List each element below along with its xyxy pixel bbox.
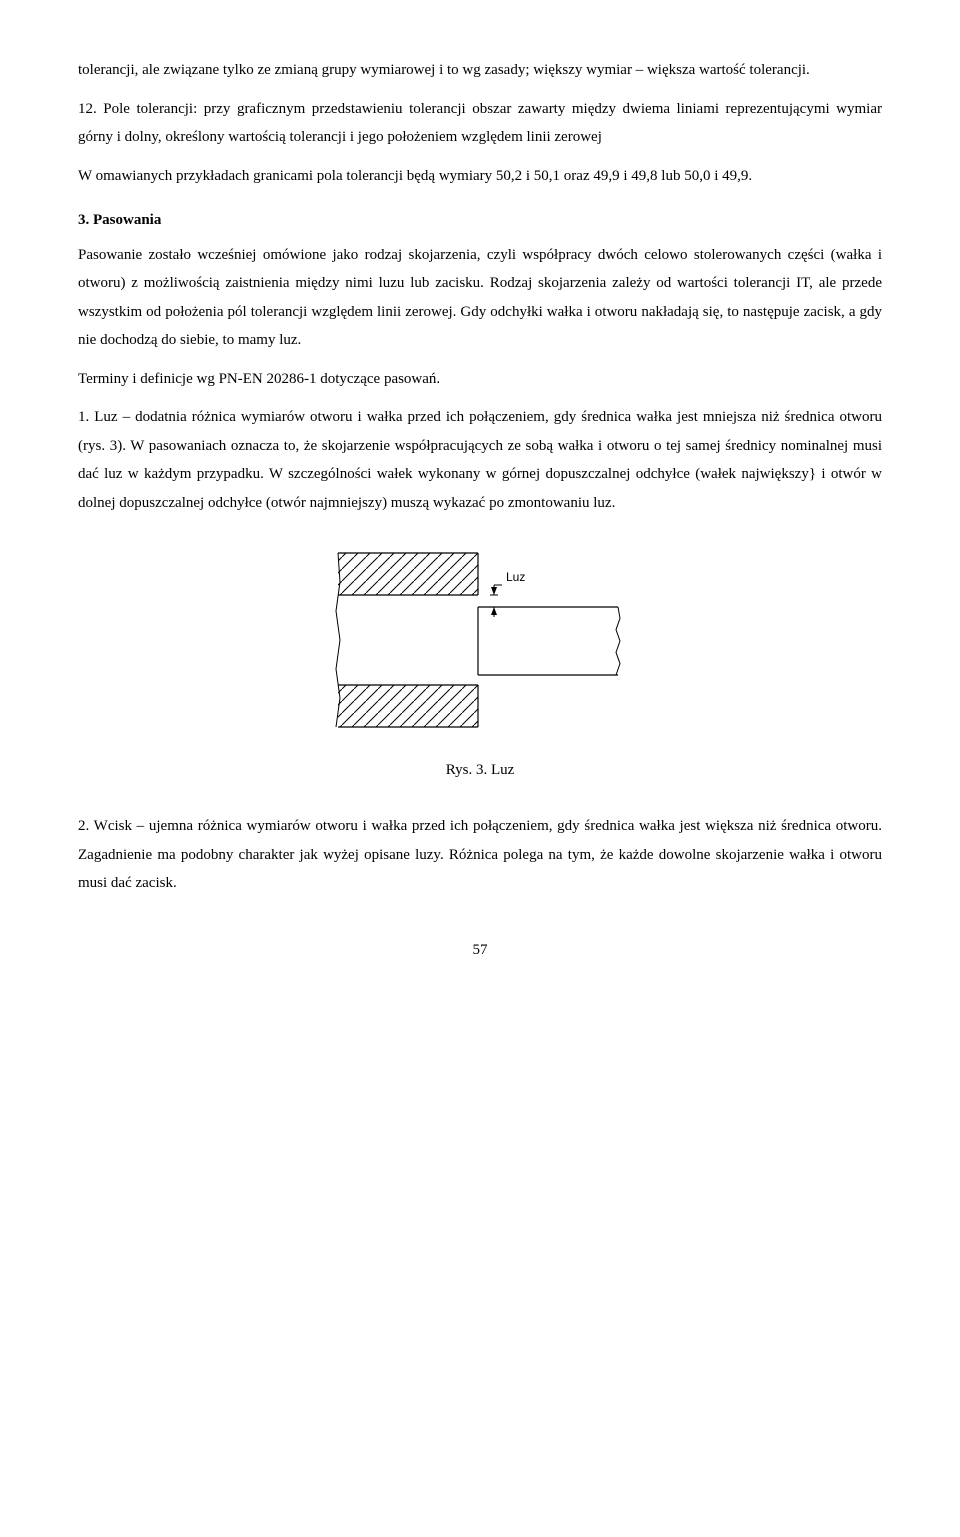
luz-diagram-svg: Luz xyxy=(330,545,630,735)
svg-text:Luz: Luz xyxy=(506,570,525,584)
paragraph-wcisk-definition: 2. Wcisk – ujemna różnica wymiarów otwor… xyxy=(78,812,882,898)
heading-pasowania: 3. Pasowania xyxy=(78,206,882,235)
page-number: 57 xyxy=(78,936,882,965)
figure-caption: Rys. 3. Luz xyxy=(78,756,882,785)
paragraph-luz-definition: 1. Luz – dodatnia różnica wymiarów otwor… xyxy=(78,403,882,517)
paragraph-examples: W omawianych przykładach granicami pola … xyxy=(78,162,882,191)
paragraph-tolerance-continuation: tolerancji, ale związane tylko ze zmianą… xyxy=(78,56,882,85)
figure-luz-diagram: Luz Rys. 3. Luz xyxy=(78,545,882,784)
paragraph-pasowanie-intro: Pasowanie zostało wcześniej omówione jak… xyxy=(78,241,882,355)
paragraph-pole-tolerancji: 12. Pole tolerancji: przy graficznym prz… xyxy=(78,95,882,152)
paragraph-terminy: Terminy i definicje wg PN-EN 20286-1 dot… xyxy=(78,365,882,394)
